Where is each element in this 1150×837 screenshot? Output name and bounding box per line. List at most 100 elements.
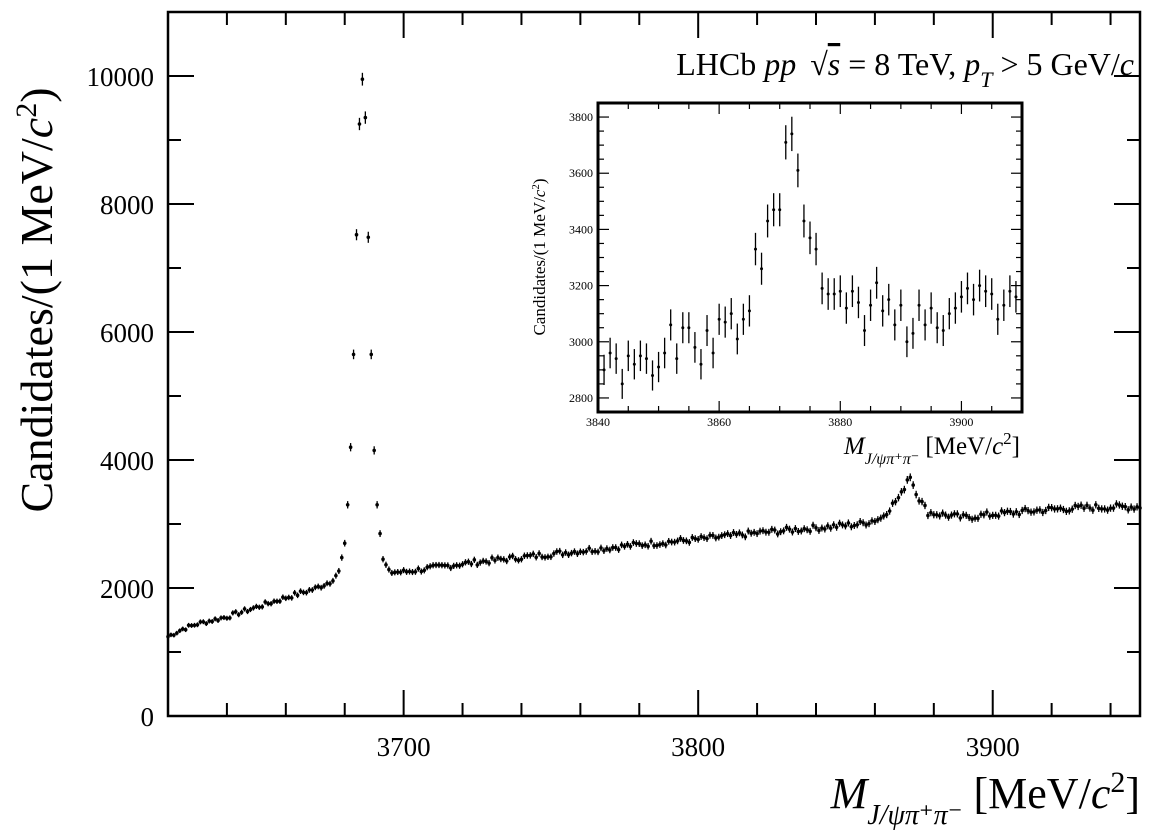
data-point	[1076, 502, 1080, 511]
point-marker	[543, 555, 547, 560]
data-point	[499, 555, 503, 563]
data-point	[1091, 506, 1095, 514]
data-point	[752, 528, 756, 536]
point-marker	[507, 555, 512, 559]
data-point	[890, 499, 895, 507]
data-point	[1002, 508, 1007, 517]
point-marker	[643, 543, 647, 547]
inset-axes: 3840 3860 3880 3900 2800 3000 3200 3400 3600 3800	[569, 102, 1023, 429]
data-point	[434, 561, 438, 569]
point-marker	[993, 513, 998, 518]
data-point	[764, 528, 768, 536]
data-point	[661, 540, 665, 547]
data-point	[917, 289, 921, 321]
data-point	[387, 566, 391, 573]
point-marker	[619, 543, 624, 547]
point-marker	[837, 521, 842, 526]
data-point	[619, 541, 624, 549]
point-marker	[923, 503, 927, 508]
point-marker	[228, 616, 232, 620]
data-point	[1123, 503, 1128, 511]
data-point	[1126, 506, 1131, 514]
data-point	[549, 553, 553, 561]
data-point	[993, 511, 998, 519]
data-point	[557, 547, 562, 555]
data-point	[608, 337, 612, 369]
data-point	[935, 312, 939, 344]
data-point	[419, 568, 424, 575]
data-point	[681, 537, 686, 544]
data-point	[649, 537, 653, 545]
data-point	[593, 548, 597, 555]
point-marker	[879, 516, 883, 520]
point-marker	[448, 566, 453, 570]
data-point	[1102, 505, 1107, 513]
point-marker	[504, 559, 509, 563]
data-point	[970, 515, 974, 523]
data-point	[605, 545, 609, 552]
point-marker	[278, 599, 282, 604]
point-marker	[790, 530, 795, 534]
data-point	[393, 569, 397, 576]
data-point	[413, 568, 418, 575]
data-point	[213, 616, 217, 622]
point-marker	[987, 514, 992, 518]
point-marker	[245, 609, 250, 614]
point-marker	[260, 605, 265, 609]
data-point	[634, 540, 639, 547]
point-marker	[266, 601, 270, 606]
point-marker	[849, 524, 854, 529]
data-point	[856, 286, 860, 319]
data-point	[996, 512, 1001, 520]
data-point	[543, 554, 547, 561]
data-point	[905, 475, 910, 484]
point-marker	[723, 320, 727, 324]
point-marker	[672, 540, 677, 544]
data-point	[1005, 507, 1010, 515]
data-point	[602, 354, 606, 385]
point-marker	[501, 557, 506, 562]
point-marker	[1023, 506, 1027, 511]
point-marker	[793, 526, 798, 531]
point-marker	[811, 523, 815, 528]
data-point	[1061, 505, 1066, 514]
point-marker	[658, 542, 662, 547]
point-marker	[366, 235, 371, 240]
data-point	[687, 312, 691, 344]
data-point	[292, 589, 297, 596]
y-tick-label: 2800	[569, 391, 593, 405]
data-point	[884, 511, 889, 519]
point-marker	[663, 351, 667, 355]
data-point	[319, 584, 323, 591]
point-marker	[263, 600, 268, 604]
point-marker	[522, 553, 527, 558]
data-point	[735, 323, 739, 355]
data-point	[590, 548, 594, 555]
point-marker	[534, 555, 538, 560]
data-point	[719, 532, 724, 539]
data-point	[510, 552, 515, 560]
point-marker	[1120, 504, 1125, 509]
data-point	[1032, 508, 1036, 516]
point-marker	[610, 545, 615, 550]
point-marker	[581, 550, 586, 554]
point-marker	[828, 526, 833, 531]
data-point	[231, 610, 235, 616]
point-marker	[632, 362, 636, 366]
point-marker	[814, 247, 818, 251]
point-marker	[711, 533, 715, 538]
point-marker	[248, 607, 253, 612]
point-marker	[307, 588, 312, 592]
data-point	[869, 289, 873, 321]
data-point	[1026, 506, 1030, 515]
point-marker	[272, 599, 276, 604]
data-point	[767, 528, 771, 536]
data-point	[1120, 502, 1125, 510]
point-marker	[825, 524, 830, 528]
x-tick-label: 3880	[828, 415, 852, 429]
point-marker	[337, 569, 341, 573]
point-marker	[281, 595, 285, 600]
x-tick-label: 3700	[377, 732, 431, 762]
point-marker	[864, 523, 868, 527]
point-marker	[734, 532, 739, 537]
